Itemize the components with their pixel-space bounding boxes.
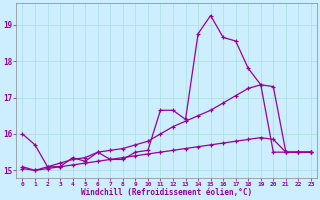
X-axis label: Windchill (Refroidissement éolien,°C): Windchill (Refroidissement éolien,°C) xyxy=(81,188,252,197)
